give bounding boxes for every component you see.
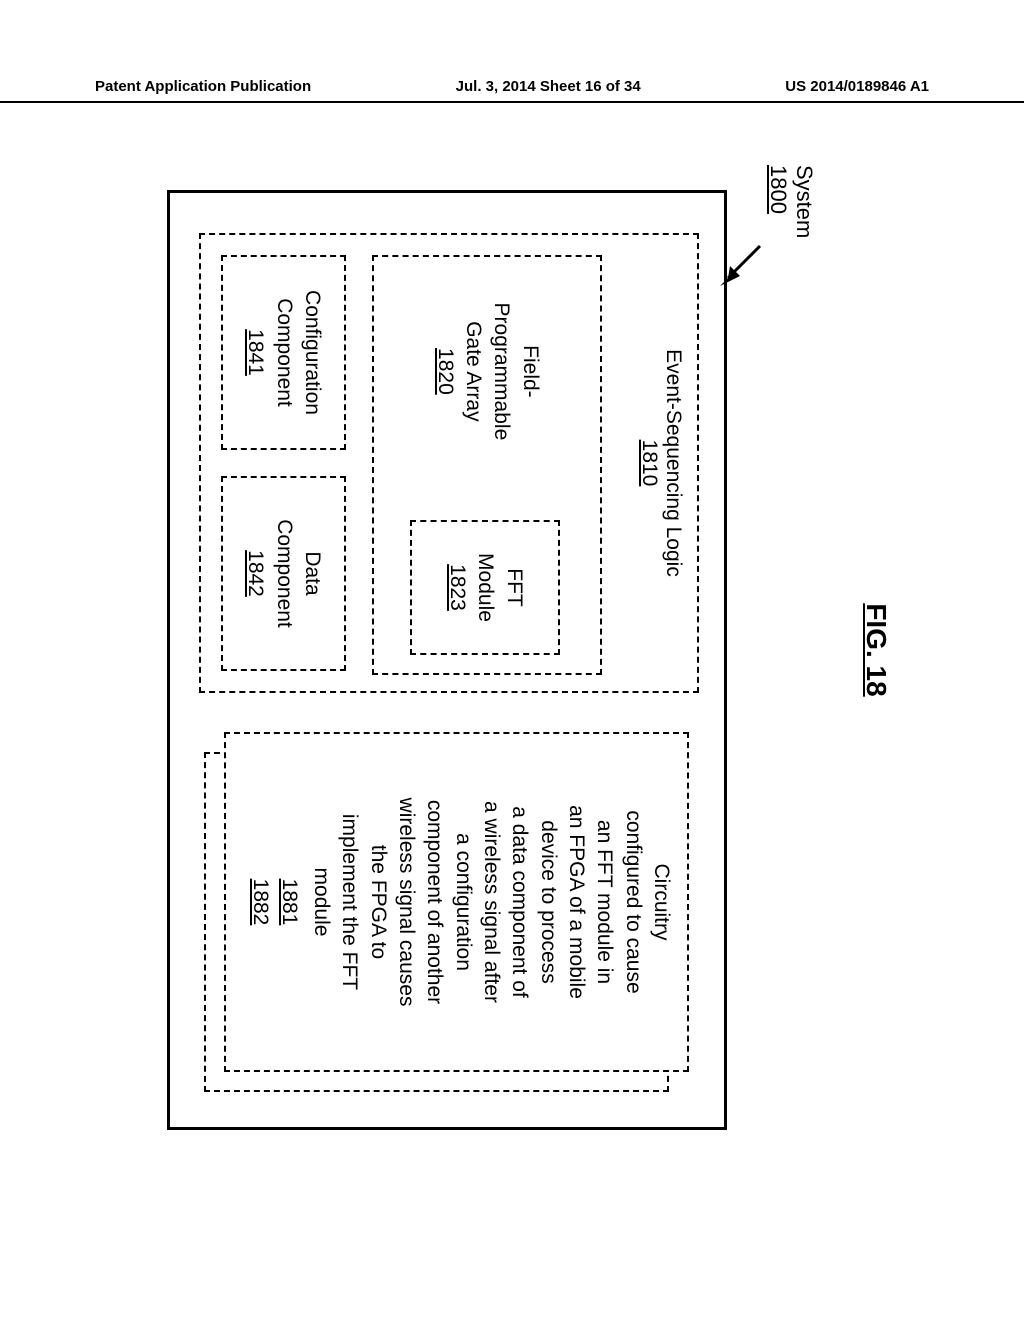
data-l2: Component bbox=[269, 519, 297, 628]
figure-label: FIG. 18 bbox=[860, 603, 892, 696]
configuration-component-box: Configuration Component 1841 bbox=[221, 255, 346, 450]
fpga-l3: Gate Array bbox=[462, 321, 485, 421]
esl-title-text: Event-Sequencing Logic bbox=[662, 349, 685, 577]
circ-l6: a wireless signal after bbox=[477, 744, 505, 1060]
system-text: System bbox=[792, 165, 817, 238]
circ-l12: module bbox=[307, 744, 335, 1060]
circ-ref1: 1881 bbox=[274, 744, 302, 1060]
circ-l8: component of another bbox=[420, 744, 448, 1060]
circ-l4: device to process bbox=[533, 744, 561, 1060]
fpga-label: Field- Programmable Gate Array 1820 bbox=[430, 257, 543, 486]
fpga-l2: Programmable bbox=[490, 303, 513, 441]
config-ref: 1841 bbox=[241, 329, 269, 376]
circ-l5: a data component of bbox=[505, 744, 533, 1060]
circuitry-title: Circuitry bbox=[647, 744, 675, 1060]
fft-l2: Module bbox=[471, 553, 499, 622]
fft-ref: 1823 bbox=[442, 564, 470, 611]
circ-ref2: 1882 bbox=[246, 744, 274, 1060]
fpga-box: Field- Programmable Gate Array 1820 FFT … bbox=[372, 255, 602, 675]
esl-title: Event-Sequencing Logic 1810 bbox=[637, 235, 685, 691]
esl-ref: 1810 bbox=[638, 440, 661, 487]
circ-l11: implement the FFT bbox=[335, 744, 363, 1060]
data-ref: 1842 bbox=[241, 550, 269, 597]
config-l1: Configuration bbox=[298, 290, 326, 415]
config-l2: Component bbox=[269, 298, 297, 407]
data-l1: Data bbox=[298, 551, 326, 595]
circuitry-box: Circuitry configured to cause an FFT mod… bbox=[224, 732, 689, 1072]
circ-l2: an FFT module in bbox=[590, 744, 618, 1060]
circ-l9: wireless signal causes bbox=[392, 744, 420, 1060]
header-center: Jul. 3, 2014 Sheet 16 of 34 bbox=[456, 78, 641, 95]
system-box: Event-Sequencing Logic 1810 Field- Progr… bbox=[167, 190, 727, 1130]
circ-l1: configured to cause bbox=[618, 744, 646, 1060]
header-right: US 2014/0189846 A1 bbox=[785, 78, 929, 95]
circ-l7: a configuration bbox=[448, 744, 476, 1060]
system-label: System 1800 bbox=[765, 165, 817, 238]
event-sequencing-logic-box: Event-Sequencing Logic 1810 Field- Progr… bbox=[199, 233, 699, 693]
figure-canvas: FIG. 18 System 1800 Event-Sequencing Log… bbox=[132, 100, 892, 1200]
fft-l1: FFT bbox=[499, 568, 527, 606]
header-left: Patent Application Publication bbox=[95, 78, 311, 95]
system-ref: 1800 bbox=[766, 165, 791, 214]
fpga-l1: Field- bbox=[519, 345, 542, 398]
circ-l10: the FPGA to bbox=[363, 744, 391, 1060]
fft-module-box: FFT Module 1823 bbox=[410, 520, 560, 655]
circ-l3: an FPGA of a mobile bbox=[562, 744, 590, 1060]
fpga-ref: 1820 bbox=[434, 348, 457, 395]
data-component-box: Data Component 1842 bbox=[221, 476, 346, 671]
